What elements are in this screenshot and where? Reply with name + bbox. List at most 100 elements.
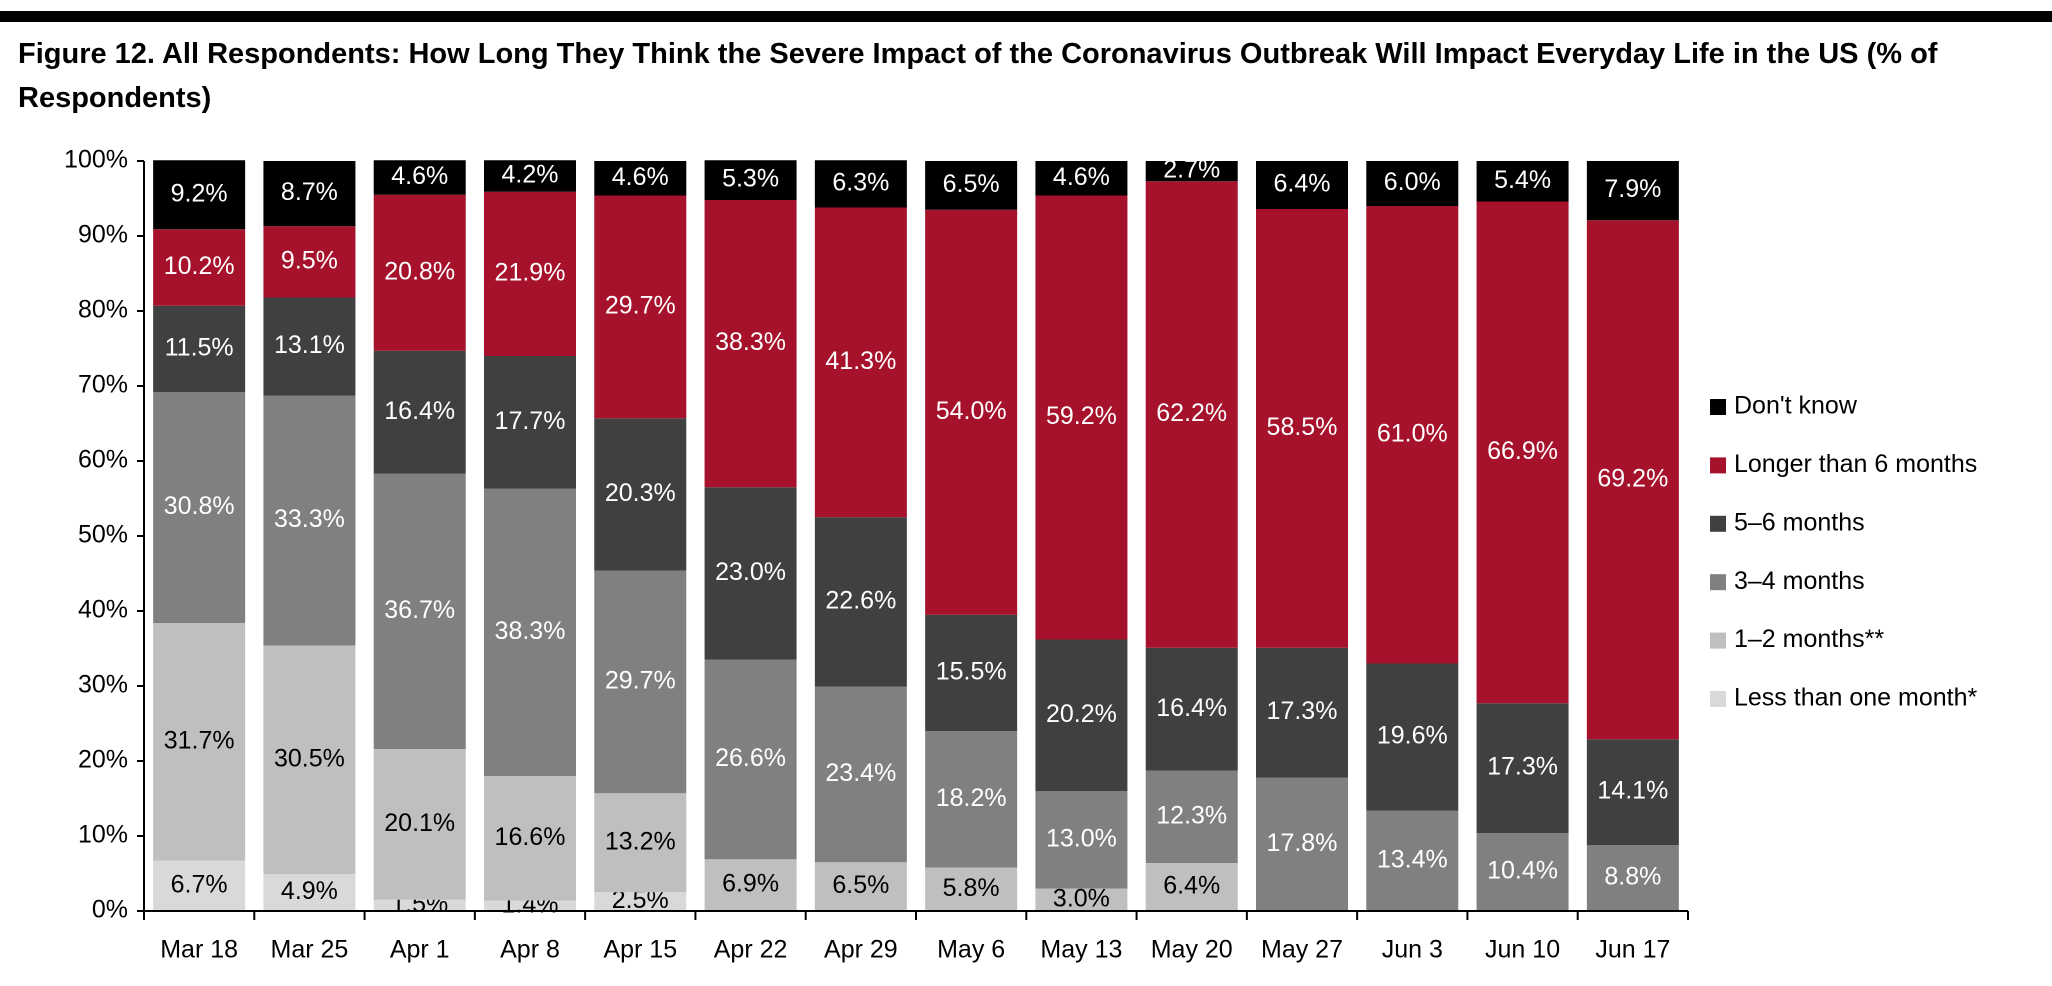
data-label: 17.3% (1267, 697, 1338, 725)
data-label: 10.4% (1487, 857, 1558, 885)
bar-segment (1256, 647, 1348, 778)
bar-segment (814, 517, 907, 687)
y-tick-label: 70% (78, 371, 128, 399)
bar-segment (263, 297, 356, 396)
y-tick-label: 50% (78, 521, 128, 549)
bar-segment (373, 194, 466, 351)
data-label: 13.2% (605, 827, 676, 855)
bar-segment (1586, 845, 1679, 911)
bar-segment (1145, 863, 1238, 911)
data-label: 62.2% (1156, 399, 1227, 427)
bar-segment (153, 305, 246, 392)
legend-swatch (1710, 574, 1726, 591)
x-tick-label: Jun 10 (1485, 936, 1560, 964)
bar-segment (484, 191, 576, 356)
data-label: 61.0% (1377, 419, 1448, 447)
bar-segment (484, 488, 576, 776)
bar-segment (1035, 791, 1128, 889)
data-label: 26.6% (715, 744, 786, 772)
legend-label: 5–6 months (1734, 508, 1865, 536)
data-label: 15.5% (936, 657, 1007, 685)
data-label: 17.8% (1267, 829, 1338, 857)
legend-swatch (1710, 399, 1726, 415)
data-label: 18.2% (936, 784, 1007, 812)
data-label: 19.6% (1377, 722, 1448, 750)
bar-segment (153, 229, 246, 306)
bar-segment (263, 395, 356, 646)
bar-segment (373, 749, 466, 900)
y-tick-label: 0% (92, 896, 128, 924)
bar-segment (1476, 201, 1569, 704)
data-label: 17.7% (495, 407, 566, 435)
data-label: 66.9% (1487, 437, 1558, 465)
bar-segment (1145, 161, 1238, 182)
data-label: 16.4% (384, 397, 455, 425)
data-label: 13.1% (274, 331, 345, 359)
bar-segment (1256, 161, 1348, 209)
bar-segment (704, 487, 797, 660)
bar-segment (1035, 639, 1128, 791)
data-label: 6.4% (1163, 872, 1220, 900)
x-tick-label: Jun 17 (1595, 936, 1670, 964)
y-tick-label: 20% (78, 746, 128, 774)
bar-segment (373, 473, 466, 749)
data-label: 29.7% (605, 291, 676, 319)
bar-segment (1476, 161, 1569, 202)
bar-segment (484, 356, 576, 489)
data-label: 29.7% (605, 666, 676, 694)
bar-segment (1145, 181, 1238, 648)
bar-segment (1035, 161, 1128, 196)
bar-segment (1366, 663, 1459, 811)
data-label: 7.9% (1604, 175, 1661, 203)
bar-segment (1145, 647, 1238, 771)
data-label: 8.8% (1604, 863, 1661, 891)
bar-segment (704, 859, 797, 911)
legend-label: Less than one month* (1734, 684, 1977, 712)
data-label: 9.2% (171, 179, 228, 207)
legend-swatch (1710, 515, 1726, 532)
y-tick-label: 40% (78, 596, 128, 624)
x-tick-label: Apr 15 (603, 936, 677, 964)
top-rule (0, 11, 2052, 22)
data-label: 5.3% (722, 165, 779, 193)
bar-segment (1366, 206, 1459, 664)
bar-segment (373, 899, 466, 911)
data-label: 6.5% (832, 871, 889, 899)
data-label: 9.5% (281, 246, 338, 274)
data-label: 20.3% (605, 479, 676, 507)
bar-segment (594, 570, 687, 794)
data-label: 11.5% (165, 333, 234, 361)
data-label: 13.0% (1046, 824, 1117, 852)
x-tick-label: Apr 22 (714, 936, 788, 964)
data-label: 8.7% (281, 178, 338, 206)
bar-segment (1476, 703, 1569, 833)
x-tick-label: Mar 25 (271, 936, 349, 964)
bar-segment (153, 392, 246, 623)
data-label: 23.0% (715, 558, 786, 586)
bar-segment (704, 659, 797, 860)
data-label: 20.1% (384, 809, 455, 837)
data-label: 20.8% (384, 257, 455, 285)
data-label: 4.9% (281, 877, 338, 905)
bar-segment (594, 161, 687, 196)
data-label: 6.4% (1274, 170, 1331, 198)
data-label: 5.8% (943, 874, 1000, 902)
bar-segment (1586, 161, 1679, 221)
x-tick-label: May 20 (1151, 936, 1233, 964)
bar-segment (373, 160, 466, 195)
bar-segment (1256, 777, 1348, 911)
data-label: 4.2% (502, 161, 559, 189)
bar-segment (594, 195, 687, 419)
y-tick-label: 80% (78, 296, 128, 324)
bar-segment (484, 776, 576, 901)
bar-segment (1366, 810, 1459, 911)
bar-segment (704, 200, 797, 488)
data-label: 31.7% (164, 726, 235, 754)
legend-label: 3–4 months (1734, 567, 1865, 595)
bar-segment (153, 860, 246, 911)
data-label: 3.0% (1053, 884, 1110, 912)
bar-segment (814, 862, 907, 911)
data-label: 6.3% (832, 168, 889, 196)
